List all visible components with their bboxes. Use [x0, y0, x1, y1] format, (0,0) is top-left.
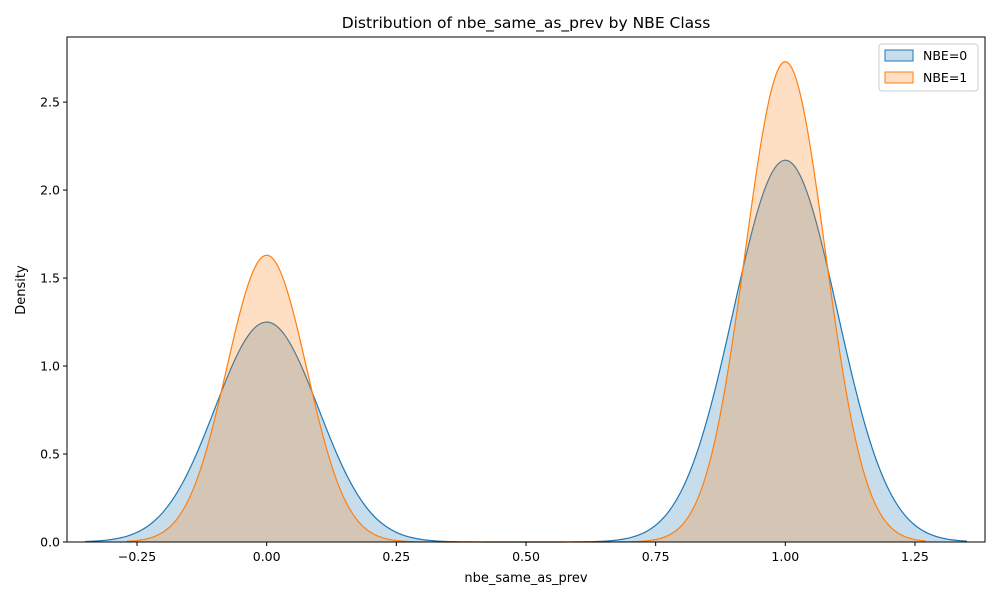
x-tick-label: 1.00 [771, 549, 799, 564]
legend-swatch-1 [884, 49, 914, 62]
x-axis: −0.25 0.00 0.25 0.50 0.75 1.00 1.25 [118, 542, 929, 564]
x-axis-title: nbe_same_as_prev [464, 571, 587, 586]
y-tick-label: 2.0 [40, 183, 60, 198]
x-tick-label: 0.75 [642, 549, 670, 564]
legend-label-2: NBE=1 [923, 70, 967, 85]
legend-label-1: NBE=0 [923, 48, 967, 63]
legend: NBE=0 NBE=1 [878, 43, 979, 92]
x-tick-label: −0.25 [118, 549, 156, 564]
y-axis: 0.0 0.5 1.0 1.5 2.0 2.5 [40, 95, 67, 550]
y-tick-label: 2.5 [40, 95, 60, 110]
x-tick-label: 0.25 [382, 549, 410, 564]
y-axis-title: Density [14, 265, 29, 315]
y-tick-label: 0.0 [40, 535, 60, 550]
x-tick-label: 0.00 [253, 549, 281, 564]
legend-swatch-2 [884, 71, 914, 84]
y-tick-label: 1.0 [40, 359, 60, 374]
x-tick-label: 0.50 [512, 549, 540, 564]
y-tick-label: 0.5 [40, 447, 60, 462]
chart-title: Distribution of nbe_same_as_prev by NBE … [342, 14, 711, 33]
x-tick-label: 1.25 [901, 549, 929, 564]
legend-box [878, 43, 979, 92]
y-tick-label: 1.5 [40, 271, 60, 286]
series-area-2 [126, 61, 926, 542]
series-layer [85, 61, 967, 543]
